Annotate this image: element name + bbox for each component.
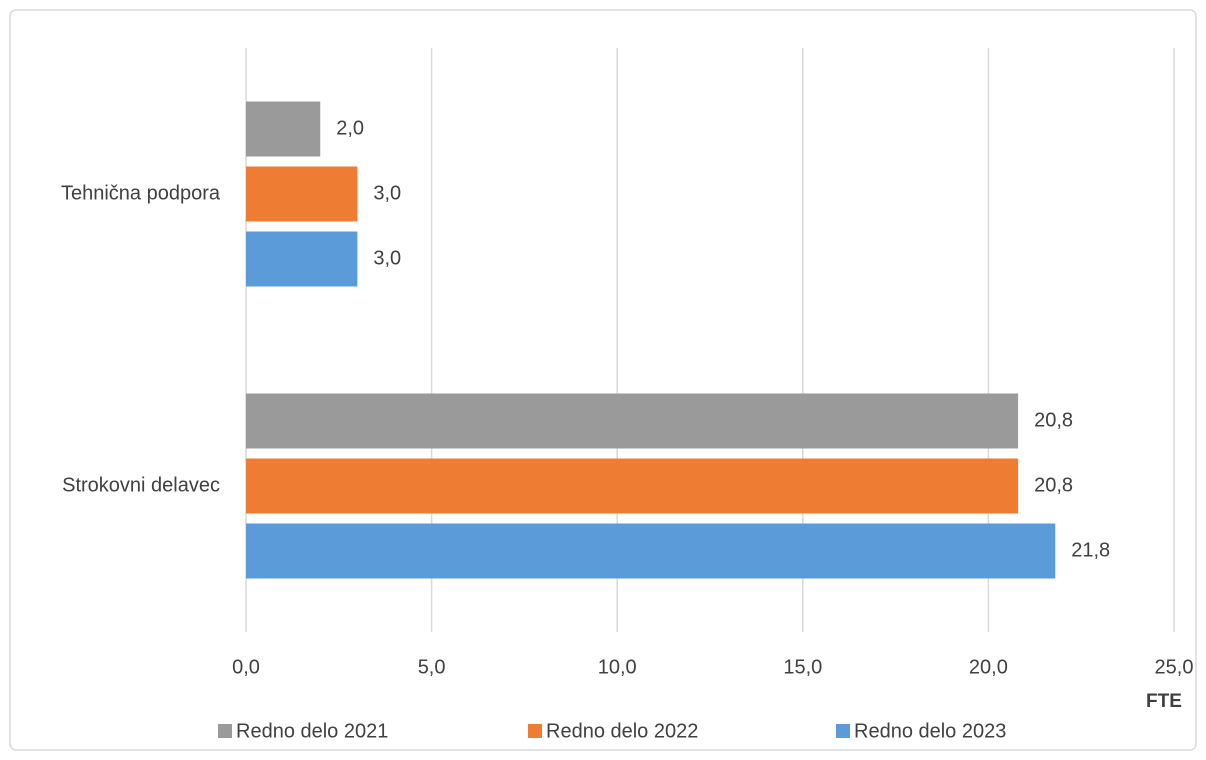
x-tick-label: 25,0 <box>1155 656 1194 678</box>
x-tick-label: 0,0 <box>232 656 260 678</box>
y-tick-label: Tehnična podpora <box>61 182 221 204</box>
value-label: 2,0 <box>336 117 364 139</box>
legend-swatch <box>528 724 542 738</box>
bar <box>246 393 1019 449</box>
y-tick-label: Strokovni delavec <box>62 474 220 496</box>
legend-label: Redno delo 2022 <box>546 720 698 742</box>
x-tick-label: 20,0 <box>969 656 1008 678</box>
x-tick-label: 5,0 <box>418 656 446 678</box>
legend-label: Redno delo 2023 <box>854 720 1006 742</box>
value-label: 21,8 <box>1071 539 1110 561</box>
value-label: 20,8 <box>1034 474 1073 496</box>
chart-border <box>9 9 1197 751</box>
value-label: 20,8 <box>1034 409 1073 431</box>
legend-swatch <box>218 724 232 738</box>
value-label: 3,0 <box>373 247 401 269</box>
x-axis-label: FTE <box>1146 691 1182 712</box>
legend-swatch <box>836 724 850 738</box>
x-tick-label: 15,0 <box>783 656 822 678</box>
bar <box>246 458 1019 514</box>
legend-label: Redno delo 2021 <box>236 720 388 742</box>
value-label: 3,0 <box>373 182 401 204</box>
bar <box>246 231 358 287</box>
bar <box>246 523 1056 579</box>
bar <box>246 166 358 222</box>
bar <box>246 101 321 157</box>
x-tick-label: 10,0 <box>598 656 637 678</box>
